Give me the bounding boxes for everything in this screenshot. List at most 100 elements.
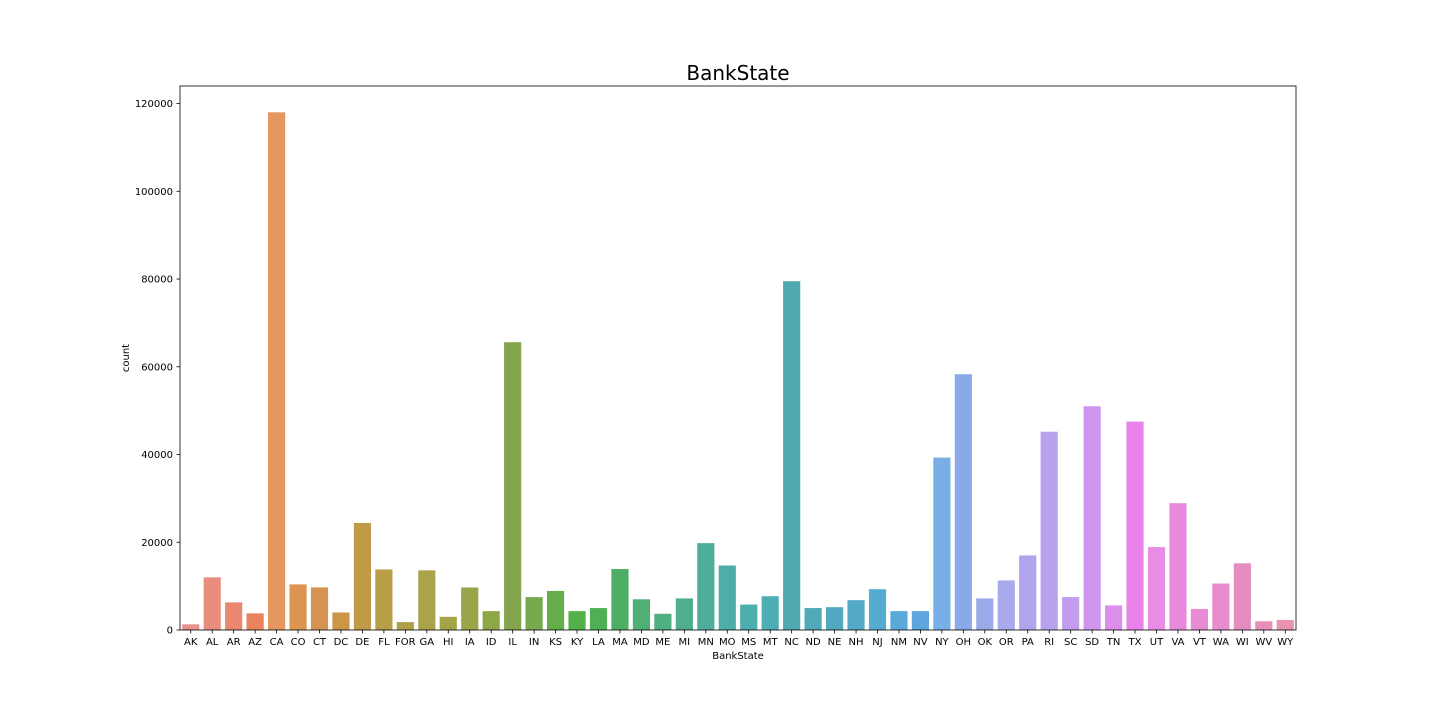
y-tick-label: 100000: [135, 187, 173, 198]
bar-ks: [546, 590, 565, 630]
x-tick-label: HI: [443, 637, 453, 648]
x-tick-label: DE: [355, 637, 369, 648]
x-tick-label: CT: [313, 637, 327, 648]
bar-al: [203, 577, 221, 630]
x-tick-label: AL: [206, 637, 219, 648]
x-tick-label: DC: [334, 637, 349, 648]
bar-nh: [847, 600, 865, 630]
x-tick-label: IN: [529, 637, 539, 648]
bar-az: [246, 613, 264, 630]
bar-ny: [933, 457, 951, 630]
x-tick-label: GA: [420, 637, 435, 648]
x-tick-label: OR: [999, 637, 1014, 648]
x-tick-label: FOR: [395, 637, 416, 648]
chart-title: BankState: [686, 61, 789, 85]
x-tick-label: RI: [1044, 637, 1054, 648]
bar-sd: [1083, 406, 1101, 630]
x-tick-label: WA: [1213, 637, 1229, 648]
x-tick-label: AK: [184, 637, 198, 648]
bar-nv: [911, 611, 930, 630]
bar-ut: [1147, 547, 1166, 630]
bar-co: [289, 584, 307, 630]
bar-wi: [1233, 563, 1251, 630]
x-tick-label: UT: [1150, 637, 1164, 648]
bar-sc: [1062, 597, 1080, 630]
x-tick-label: KS: [549, 637, 562, 648]
x-axis-ticks: AK AL AR AZ CA CO CT DC DE FL FOR GA HI IA ID IL IN KS KY L…: [184, 630, 1294, 648]
x-tick-label: WV: [1255, 637, 1272, 648]
x-tick-label: VA: [1171, 637, 1184, 648]
bar-pa: [1019, 555, 1037, 630]
y-axis-ticks: 0 20000 40000 60000 80000 100000 120000: [135, 99, 180, 637]
y-tick-label: 0: [167, 626, 173, 637]
bar-fl: [375, 569, 393, 630]
x-tick-label: ND: [806, 637, 821, 648]
x-tick-label: LA: [592, 637, 605, 648]
bar-in: [525, 597, 543, 630]
bar-nj: [868, 589, 887, 630]
x-tick-label: FL: [378, 637, 390, 648]
bar-ms: [740, 604, 758, 630]
y-tick-label: 80000: [141, 275, 173, 286]
bar-id: [482, 611, 500, 630]
bar-ma: [611, 569, 629, 630]
bar-wa: [1212, 583, 1230, 630]
bar-nc: [783, 281, 801, 630]
bar-nm: [890, 611, 908, 630]
x-tick-label: AR: [227, 637, 241, 648]
plot-frame: [179, 85, 1297, 631]
bar-la: [589, 608, 608, 630]
x-tick-label: NJ: [872, 637, 882, 648]
x-tick-label: MA: [612, 637, 628, 648]
bar-tx: [1126, 421, 1144, 630]
bar-mi: [675, 598, 693, 630]
bar-ri: [1040, 431, 1058, 630]
bar-mn: [697, 543, 715, 630]
x-tick-label: SD: [1085, 637, 1099, 648]
x-tick-label: ID: [486, 637, 497, 648]
bar-dc: [332, 612, 350, 630]
bar-ok: [976, 598, 994, 630]
x-tick-label: MT: [763, 637, 779, 648]
bar-nd: [804, 608, 822, 630]
x-tick-label: OH: [956, 637, 971, 648]
x-tick-label: NH: [849, 637, 864, 648]
bar-ky: [568, 611, 586, 630]
x-tick-label: MO: [719, 637, 736, 648]
x-tick-label: NM: [891, 637, 907, 648]
x-tick-label: WI: [1236, 637, 1249, 648]
bars-group: [182, 112, 1294, 631]
bar-mt: [761, 596, 779, 630]
bar-ar: [225, 602, 243, 630]
x-tick-label: MI: [679, 637, 691, 648]
x-tick-label: MS: [741, 637, 756, 648]
bar-vt: [1190, 608, 1209, 630]
bar-oh: [954, 374, 972, 630]
bar-hi: [439, 616, 457, 630]
bar-de: [353, 522, 372, 630]
x-tick-label: PA: [1022, 637, 1034, 648]
x-tick-label: MN: [698, 637, 714, 648]
y-axis-label: count: [121, 344, 132, 372]
bar-il: [504, 342, 522, 630]
x-tick-label: MD: [633, 637, 650, 648]
y-tick-label: 20000: [141, 538, 173, 549]
bar-or: [997, 580, 1015, 630]
bar-ne: [825, 607, 844, 630]
x-tick-label: IA: [465, 637, 475, 648]
bar-md: [632, 599, 651, 630]
x-tick-label: NC: [784, 637, 798, 648]
y-tick-label: 60000: [141, 362, 173, 373]
x-tick-label: KY: [571, 637, 584, 648]
bar-ak: [182, 624, 200, 630]
x-tick-label: NE: [828, 637, 842, 648]
bar-ca: [267, 112, 286, 631]
bar-wy: [1276, 619, 1294, 630]
bar-mo: [718, 565, 736, 630]
x-tick-label: AZ: [248, 637, 262, 648]
bar-wv: [1255, 621, 1273, 630]
y-tick-label: 40000: [141, 450, 173, 461]
x-tick-label: WY: [1277, 637, 1294, 648]
x-tick-label: CA: [270, 637, 284, 648]
